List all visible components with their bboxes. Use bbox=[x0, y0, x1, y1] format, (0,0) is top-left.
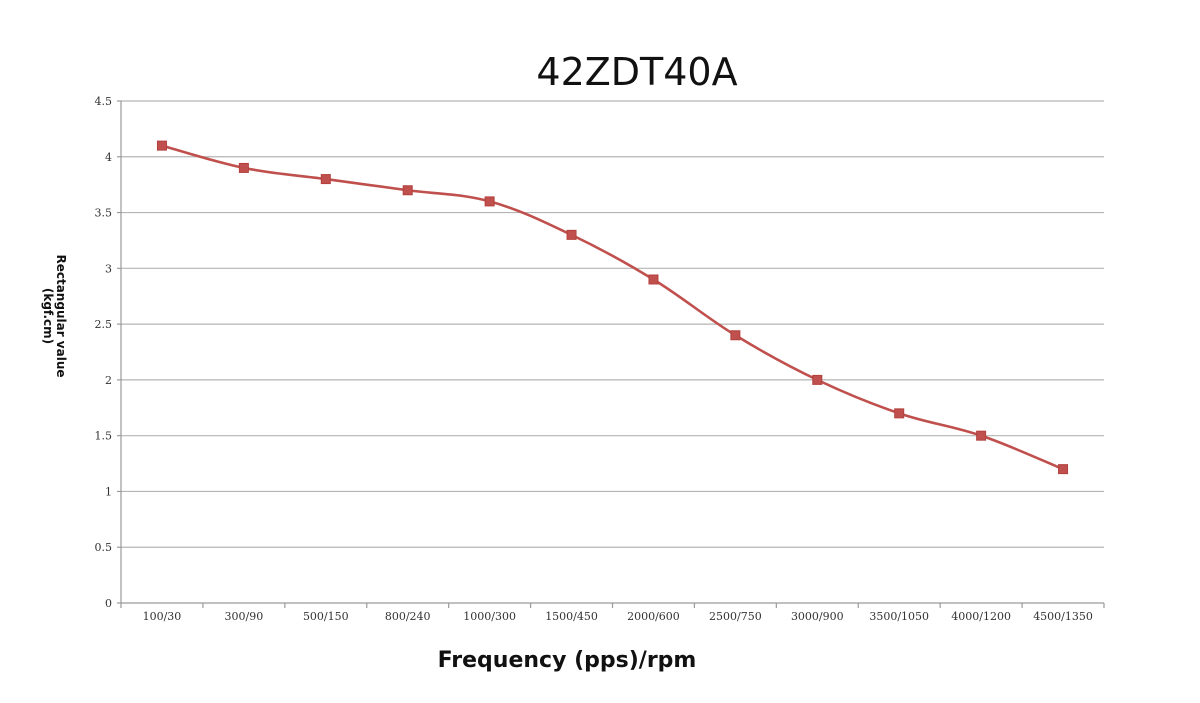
x-tick-label: 2500/750 bbox=[709, 610, 762, 623]
x-tick-label: 300/90 bbox=[225, 610, 264, 623]
x-tick-label: 500/150 bbox=[303, 610, 349, 623]
data-point-marker bbox=[812, 374, 823, 385]
y-tick-label: 2 bbox=[105, 374, 112, 387]
y-tick-label: 0 bbox=[105, 597, 112, 610]
data-point-marker bbox=[730, 330, 741, 341]
data-point-marker bbox=[894, 408, 905, 419]
series-line bbox=[161, 144, 1064, 471]
y-tick-label: 2.5 bbox=[95, 318, 113, 331]
x-tick-label: 2000/600 bbox=[627, 610, 680, 623]
x-tick-label: 1000/300 bbox=[463, 610, 516, 623]
y-tick-labels: 0 0.5 1 1.5 2 2.5 3 3.5 4 4.5 bbox=[95, 95, 113, 610]
data-point-marker bbox=[1058, 464, 1069, 475]
data-point-marker bbox=[648, 274, 659, 285]
y-tick-label: 1.5 bbox=[95, 430, 113, 443]
y-tick-label: 0.5 bbox=[95, 541, 113, 554]
series-layer bbox=[156, 140, 1069, 475]
x-tick-label: 4000/1200 bbox=[951, 610, 1011, 623]
data-point-marker bbox=[484, 196, 495, 207]
data-point-marker bbox=[320, 174, 331, 185]
y-axis-label-line1: Rectangular value bbox=[54, 254, 68, 377]
x-tick-labels: 100/30 300/90 500/150 800/240 1000/300 1500/4… bbox=[143, 610, 1093, 623]
data-point-marker bbox=[402, 185, 413, 196]
y-axis-label-line2: (kgf.cm) bbox=[41, 288, 55, 344]
y-tick-label: 1 bbox=[105, 485, 112, 498]
y-tick-label: 4.5 bbox=[95, 95, 113, 108]
y-axis-label: Rectangular value (kgf.cm) bbox=[41, 254, 68, 377]
chart-title: 42ZDT40A bbox=[536, 50, 737, 94]
y-tick-label: 3.5 bbox=[95, 207, 113, 220]
x-axis-label: Frequency (pps)/rpm bbox=[438, 648, 697, 673]
data-point-marker bbox=[156, 140, 167, 151]
x-tick-label: 800/240 bbox=[385, 610, 431, 623]
data-point-marker bbox=[976, 430, 987, 441]
x-tick-label: 3000/900 bbox=[791, 610, 844, 623]
grid-layer bbox=[117, 100, 1105, 608]
data-point-marker bbox=[566, 229, 577, 240]
x-tick-label: 100/30 bbox=[143, 610, 182, 623]
y-tick-label: 4 bbox=[105, 151, 112, 164]
x-tick-label: 3500/1050 bbox=[869, 610, 929, 623]
x-tick-label: 1500/450 bbox=[545, 610, 598, 623]
y-tick-label: 3 bbox=[105, 262, 112, 275]
x-tick-label: 4500/1350 bbox=[1033, 610, 1093, 623]
data-point-marker bbox=[238, 162, 249, 173]
